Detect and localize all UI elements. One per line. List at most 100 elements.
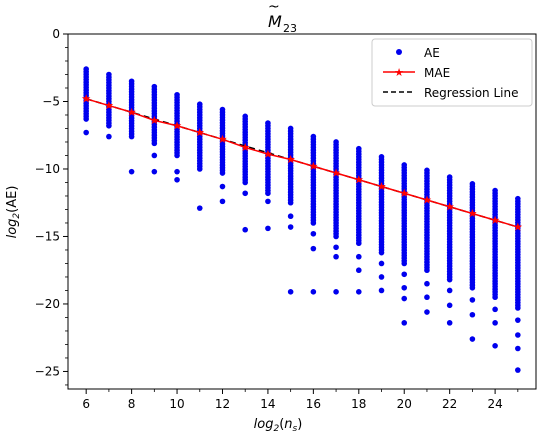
- x-tick-label: 16: [306, 397, 321, 411]
- ae-outlier-point: [333, 253, 339, 260]
- mae-marker: [354, 175, 364, 184]
- ae-point: [378, 249, 385, 256]
- y-tick-label: 0: [52, 27, 60, 41]
- ae-outlier-point: [219, 198, 226, 205]
- ae-outlier-point: [287, 289, 294, 295]
- mae-marker: [263, 149, 273, 158]
- ae-point: [424, 267, 430, 274]
- x-axis-ticks: 6 8 10 12 14 16 18 20 22 24: [82, 389, 519, 411]
- ae-point: [446, 276, 453, 283]
- ae-outlier-point: [310, 245, 317, 252]
- ae-outlier-point: [515, 367, 521, 373]
- y-tick-label: −10: [35, 162, 60, 176]
- mae-marker: [513, 222, 523, 231]
- ae-point: [333, 233, 339, 240]
- ae-outlier-point: [492, 306, 498, 313]
- x-tick-label: 18: [351, 397, 366, 411]
- x-axis-label-open: (: [279, 417, 284, 432]
- mae-marker: [331, 168, 341, 177]
- ae-outlier-point: [515, 345, 521, 352]
- x-axis-label-base: log: [254, 417, 274, 432]
- ae-outlier-point: [174, 176, 180, 183]
- x-tick-label: 14: [260, 397, 275, 411]
- ae-outlier-point: [378, 260, 385, 267]
- ae-point: [492, 294, 498, 301]
- ae-outlier-point: [515, 317, 521, 323]
- ae-outlier-point: [174, 168, 180, 175]
- legend-mae-star: ★: [394, 66, 404, 79]
- mae-marker: [468, 209, 477, 218]
- x-tick-label: 24: [487, 397, 502, 411]
- ae-outlier-point: [242, 226, 249, 233]
- ae-outlier-point: [515, 332, 521, 338]
- mae-marker: [218, 134, 227, 143]
- ae-point: [242, 179, 249, 186]
- ae-outlier-point: [401, 271, 408, 278]
- ae-point: [310, 220, 317, 226]
- x-axis-label-sub: 2: [273, 424, 279, 434]
- ae-point: [196, 166, 203, 172]
- legend-box: [371, 38, 533, 107]
- mae-marker: [150, 115, 159, 125]
- ae-outlier-point: [355, 267, 362, 274]
- mae-marker: [240, 142, 250, 152]
- ae-point: [219, 170, 226, 176]
- ae-outlier-point: [287, 213, 294, 220]
- ae-outlier-point: [401, 284, 408, 291]
- ae-outlier-point: [446, 287, 453, 294]
- ae-point: [83, 116, 89, 122]
- x-tick-label: 10: [169, 397, 184, 411]
- mae-marker: [195, 128, 205, 137]
- x-tick-label: 22: [442, 397, 457, 411]
- y-axis-label-base: log: [5, 219, 20, 239]
- ae-outlier-point: [106, 133, 112, 140]
- ae-outlier-point: [310, 230, 317, 237]
- ae-point: [515, 305, 521, 311]
- x-axis-label-close: ): [297, 417, 302, 432]
- mae-marker: [104, 101, 114, 110]
- ae-outlier-point: [492, 320, 498, 326]
- ae-outlier-point: [469, 297, 476, 303]
- ae-outlier-point: [424, 294, 430, 301]
- ae-point: [355, 240, 362, 247]
- y-tick-label: −25: [35, 364, 60, 378]
- mae-marker: [422, 195, 432, 204]
- ae-outlier-point: [242, 190, 249, 197]
- ae-outlier-point: [355, 289, 362, 295]
- chart-title: M ~ 23: [268, 0, 297, 35]
- legend-mae-label: MAE: [424, 66, 450, 80]
- mae-marker: [399, 188, 409, 197]
- ae-series: [83, 66, 521, 373]
- ae-outlier-point: [469, 311, 476, 318]
- legend-ae-label: AE: [424, 46, 440, 60]
- ae-point: [174, 152, 180, 159]
- ae-outlier-point: [151, 152, 158, 159]
- ae-outlier-point: [492, 343, 498, 349]
- ae-outlier-point: [378, 274, 385, 280]
- x-tick-label: 12: [215, 397, 230, 411]
- x-axis-label-var: n: [284, 417, 292, 432]
- mae-series: [81, 94, 523, 231]
- mae-marker: [377, 182, 386, 191]
- y-axis-label-sub: 2: [12, 213, 22, 219]
- ae-outlier-point: [355, 253, 362, 260]
- chart-title-tilde: ~: [268, 0, 280, 15]
- ae-point: [287, 199, 294, 206]
- ae-point: [128, 133, 135, 140]
- plot-area-frame: [67, 33, 537, 390]
- legend-entry-regression: Regression Line: [383, 86, 518, 100]
- mae-marker: [286, 155, 295, 164]
- mae-line: [85, 98, 519, 228]
- ae-outlier-point: [151, 168, 158, 175]
- ae-outlier-point: [219, 183, 226, 190]
- mae-marker: [81, 94, 91, 103]
- ae-point: [265, 190, 271, 197]
- mae-marker: [490, 215, 500, 224]
- ae-outlier-point: [446, 320, 453, 326]
- x-tick-label: 6: [82, 397, 90, 411]
- ae-point: [469, 284, 476, 291]
- y-axis-label-arg: (AE): [5, 186, 20, 213]
- legend-entry-ae: AE: [396, 46, 440, 60]
- mae-marker: [127, 107, 136, 116]
